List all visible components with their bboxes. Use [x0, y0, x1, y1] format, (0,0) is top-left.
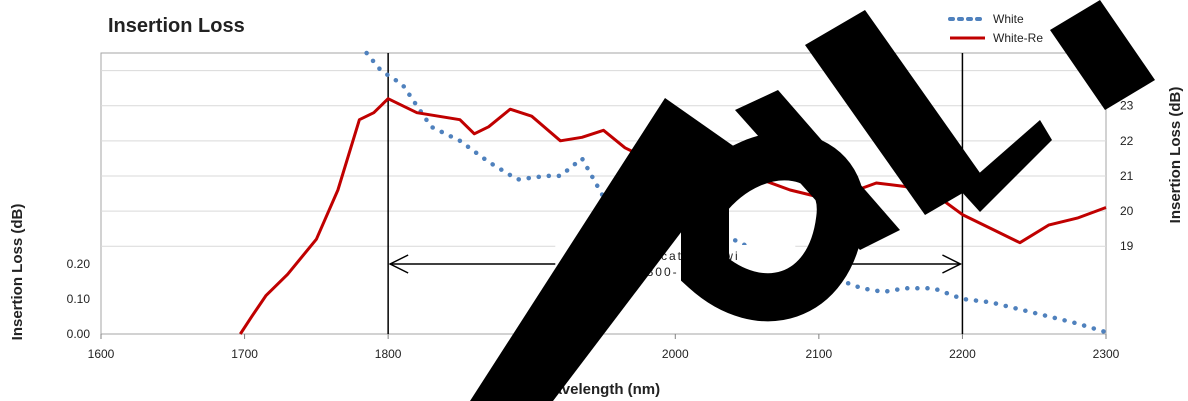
- x-tick-label: 1700: [231, 347, 258, 361]
- x-tick-label: 1600: [88, 347, 115, 361]
- watermark-stroke-a: [470, 98, 742, 401]
- x-axis-tick-labels: 16001700180019002000210022002300: [88, 334, 1120, 361]
- y-right-tick-label: 21: [1120, 169, 1134, 183]
- y-axis-left-title: Insertion Loss (dB): [9, 204, 26, 341]
- sample-watermark: [470, 0, 1155, 401]
- y-right-tick-label: 19: [1120, 239, 1134, 253]
- x-tick-label: 2200: [949, 347, 976, 361]
- spec-bandwidth-annotation: Specificat Bandwi (1800- 2 nm: [388, 245, 963, 281]
- legend: White White-Re: [948, 12, 1043, 45]
- y-left-tick-label: 0.10: [67, 292, 91, 306]
- y-right-tick-labels: 19 20 21 22 23: [1120, 99, 1134, 254]
- x-tick-label: 2000: [662, 347, 689, 361]
- x-tick-label: 1800: [375, 347, 402, 361]
- spec-arrow-left-head: [388, 254, 409, 274]
- spec-arrow-right-head: [942, 254, 963, 274]
- y-right-tick-label: 20: [1120, 204, 1134, 218]
- legend-label-red: White-Re: [993, 31, 1043, 45]
- watermark-stroke-d: [805, 10, 985, 215]
- y-left-tick-labels: 0.00 0.10 0.20: [67, 257, 91, 341]
- watermark-stroke-e: [960, 120, 1052, 212]
- watermark-stroke-c: [681, 132, 865, 322]
- y-right-tick-label: 23: [1120, 99, 1134, 113]
- chart-title: Insertion Loss: [108, 15, 245, 37]
- watermark-stroke-f: [1050, 0, 1155, 110]
- legend-label-white: White: [993, 12, 1024, 26]
- y-axis-right-title: Insertion Loss (dB): [1167, 87, 1184, 224]
- y-right-tick-label: 22: [1120, 134, 1134, 148]
- x-axis-title: Wavelength (nm): [540, 381, 660, 398]
- x-tick-label: 2100: [806, 347, 833, 361]
- y-left-tick-label: 0.20: [67, 257, 91, 271]
- x-tick-label: 2300: [1093, 347, 1120, 361]
- y-left-tick-label: 0.00: [67, 327, 91, 341]
